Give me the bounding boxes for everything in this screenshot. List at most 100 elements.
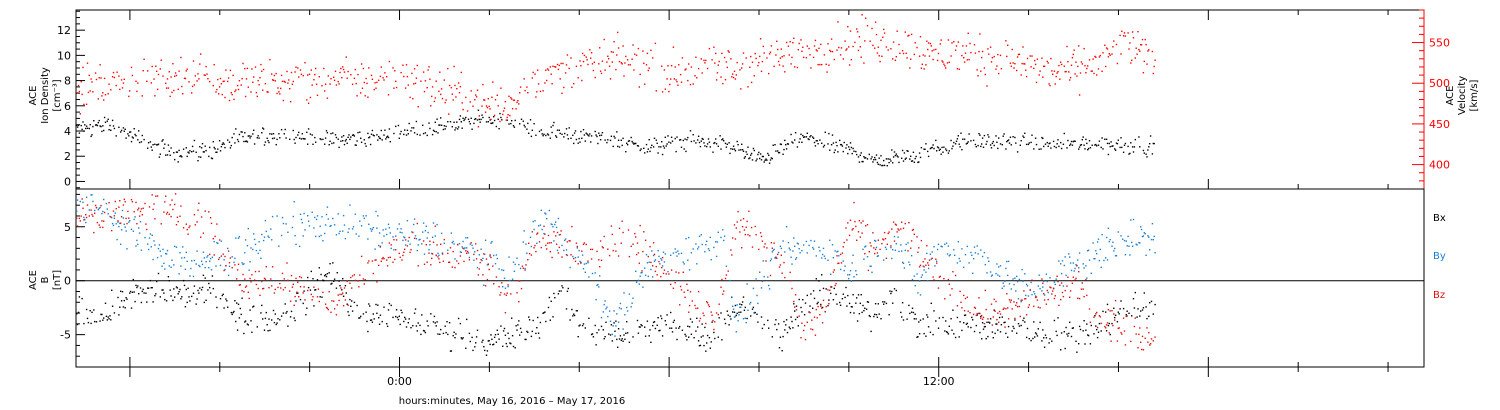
bx-point (1037, 328, 1039, 330)
density-point (76, 124, 78, 127)
bz-point (465, 250, 467, 252)
bz-point (1135, 333, 1137, 335)
density-point (929, 147, 932, 150)
bx-point (1018, 325, 1021, 327)
bz-point (602, 247, 604, 249)
density-point (1078, 148, 1080, 150)
velocity-tick-label: 400 (1429, 159, 1450, 172)
bz-point (747, 234, 749, 236)
bz-point (379, 246, 382, 248)
velocity-point (685, 68, 687, 70)
by-point (856, 273, 858, 276)
velocity-point (852, 45, 854, 48)
bz-point (171, 199, 173, 201)
bx-point (660, 315, 662, 317)
by-point (988, 260, 990, 262)
velocity-point (384, 72, 386, 74)
velocity-point (939, 43, 941, 45)
by-point (1128, 245, 1130, 247)
bx-point (197, 289, 199, 292)
velocity-point (732, 73, 734, 75)
density-point (279, 137, 281, 139)
bz-point (617, 255, 620, 257)
by-point (376, 227, 378, 229)
bz-point (918, 266, 921, 268)
density-point (519, 123, 521, 125)
by-point (983, 251, 986, 254)
density-point (733, 148, 736, 150)
bx-point (991, 331, 994, 333)
bz-point (907, 250, 909, 252)
by-point (564, 238, 567, 240)
velocity-point (1013, 67, 1015, 69)
bz-point (349, 282, 351, 284)
bz-point (1123, 330, 1126, 332)
velocity-point (784, 71, 786, 73)
density-point (658, 146, 660, 148)
density-point (644, 152, 646, 154)
by-point (265, 230, 267, 233)
bx-point (1111, 322, 1113, 325)
bz-point (912, 228, 915, 231)
density-point (572, 134, 574, 136)
bz-point (210, 222, 213, 225)
density-point (1098, 140, 1101, 142)
density-point (480, 118, 482, 121)
density-point (549, 137, 551, 139)
velocity-point (902, 52, 905, 55)
velocity-point (232, 74, 234, 77)
by-point (264, 219, 267, 222)
bx-point (625, 332, 627, 334)
density-point (1097, 144, 1100, 146)
density-point (845, 147, 847, 149)
bx-point (423, 330, 426, 332)
density-point (896, 155, 898, 157)
velocity-point (956, 68, 959, 70)
density-point (1015, 142, 1017, 144)
bz-point (854, 220, 856, 223)
velocity-point (282, 99, 285, 102)
density-point (668, 141, 670, 143)
density-point (1095, 143, 1097, 146)
by-point (507, 285, 509, 288)
velocity-point (1000, 68, 1003, 70)
by-point (581, 254, 584, 256)
density-point (775, 150, 777, 152)
bx-point (314, 289, 316, 291)
velocity-point (89, 90, 91, 92)
bx-point (754, 311, 756, 314)
by-point (220, 240, 223, 242)
by-point (591, 272, 594, 275)
density-point (1048, 142, 1050, 145)
by-point (516, 257, 518, 259)
bz-point (956, 305, 959, 307)
velocity-point (667, 65, 669, 67)
velocity-point (931, 50, 933, 52)
bx-point (911, 307, 914, 309)
bx-point (901, 302, 904, 304)
by-point (372, 226, 374, 229)
velocity-point (400, 71, 402, 74)
by-point (453, 243, 455, 245)
bx-point (914, 313, 916, 315)
by-point (850, 280, 853, 282)
density-point (570, 137, 572, 139)
density-point (771, 157, 773, 160)
density-point (833, 151, 835, 154)
density-point (914, 157, 916, 160)
by-point (1074, 267, 1076, 270)
density-point (129, 131, 131, 133)
bx-point (557, 293, 560, 295)
density-point (219, 150, 222, 152)
density-point (862, 160, 864, 163)
bx-point (736, 312, 738, 315)
bz-point (1054, 295, 1056, 297)
velocity-point (825, 63, 827, 65)
velocity-point (504, 101, 507, 103)
bx-point (231, 313, 233, 316)
by-point (1042, 286, 1044, 288)
velocity-point (549, 66, 551, 68)
bz-point (1093, 316, 1095, 318)
bz-point (1029, 289, 1031, 291)
bx-point (77, 311, 80, 314)
